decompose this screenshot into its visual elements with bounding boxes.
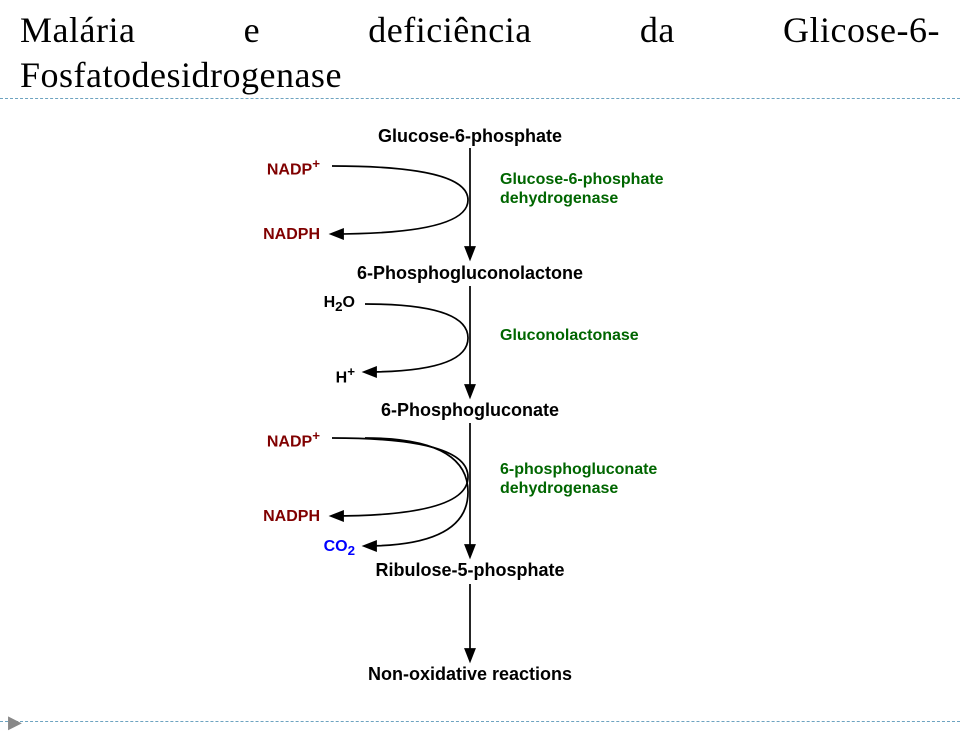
slide-title: Malária e deficiência da Glicose-6- Fosf… bbox=[0, 0, 960, 98]
node-pg: 6-Phosphogluconate bbox=[381, 400, 559, 421]
node-nadp1: NADP+ bbox=[267, 156, 320, 179]
slide-marker-icon: ▶ bbox=[8, 712, 22, 733]
node-co2: CO2 bbox=[324, 538, 355, 558]
divider-top bbox=[0, 98, 960, 99]
node-nadp2: NADP+ bbox=[267, 428, 320, 451]
node-g6p: Glucose-6-phosphate bbox=[378, 126, 562, 147]
pathway-diagram: Glucose-6-phosphate 6-Phosphogluconolacto… bbox=[0, 108, 960, 746]
node-h2o: H2O bbox=[324, 294, 355, 314]
title-line-1: Malária e deficiência da Glicose-6- bbox=[20, 8, 940, 53]
node-r5p: Ribulose-5-phosphate bbox=[375, 560, 564, 581]
node-nonox: Non-oxidative reactions bbox=[368, 664, 572, 685]
node-e2: Gluconolactonase bbox=[500, 326, 639, 345]
title-line-2: Fosfatodesidrogenase bbox=[20, 53, 940, 98]
node-hplus: H+ bbox=[336, 364, 355, 387]
node-e3: 6-phosphogluconatedehydrogenase bbox=[500, 460, 657, 498]
divider-bottom bbox=[0, 721, 960, 722]
node-nadph2: NADPH bbox=[263, 508, 320, 526]
footer bbox=[0, 721, 960, 722]
node-nadph1: NADPH bbox=[263, 226, 320, 244]
node-pgl: 6-Phosphogluconolactone bbox=[357, 263, 583, 284]
node-e1: Glucose-6-phosphatedehydrogenase bbox=[500, 170, 664, 208]
